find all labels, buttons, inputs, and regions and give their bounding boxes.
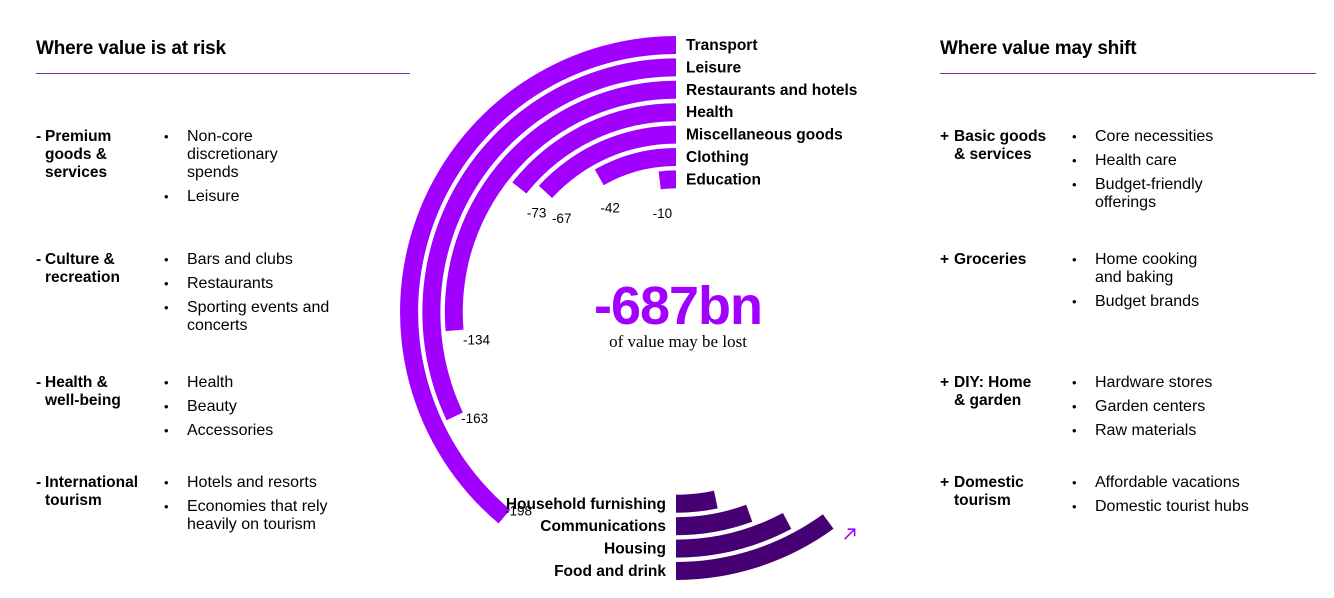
gain-arc-housing [676,513,792,558]
list-item: Accessories [164,422,273,440]
total-subtitle: of value may be lost [609,332,747,351]
group-items: Hotels and resorts Economies that relyhe… [164,474,328,540]
loss-arc-restaurants-and-hotels [444,80,676,332]
category-label: Clothing [686,149,749,166]
data-label: -134 [463,333,491,348]
gain-arc-household-furnishing [676,490,718,513]
loss-arc-education [658,170,676,190]
list-item: Hotels and resorts [164,474,328,492]
data-label: -67 [552,211,572,226]
data-label: -163 [461,411,488,426]
gain-arc-communications [676,504,753,536]
list-item: Bars and clubs [164,251,329,269]
category-label: Leisure [686,59,742,76]
list-item: Budget brands [1072,293,1199,311]
right-panel-divider [940,73,1316,74]
category-label: Transport [686,37,757,54]
category-label: Food and drink [554,563,666,580]
group-label: + Domestic tourism [940,474,1024,509]
list-item: Garden centers [1072,398,1212,416]
list-item: Core necessities [1072,128,1213,146]
group-items: Core necessities Health care Budget-frie… [1072,128,1213,218]
category-label: Health [686,104,733,121]
group-label: - International tourism [36,474,139,509]
list-item: Affordable vacations [1072,474,1249,492]
arrow-up-right-icon [844,528,856,540]
loss-arc-health [512,103,676,194]
group-items: Hardware stores Garden centers Raw mater… [1072,374,1212,446]
loss-arc-leisure [422,58,676,421]
category-label: Communications [540,518,666,535]
list-item: Leisure [164,188,278,206]
group-items: Bars and clubs Restaurants Sporting even… [164,251,329,341]
list-item: Restaurants [164,275,329,293]
total-callout: -687bn of value may be lost [560,277,796,351]
category-label: Household furnishing [506,496,666,513]
list-item: Hardware stores [1072,374,1212,392]
group-label: + Basic goods & services [940,128,1047,163]
loss-arc-clothing [594,148,676,186]
left-panel-divider [36,73,410,74]
data-label: -198 [505,504,532,519]
left-panel-title: Where value is at risk [36,38,226,59]
category-label: Education [686,171,761,188]
data-label: -10 [653,206,673,221]
list-item: Domestic tourist hubs [1072,498,1249,516]
group-items: Health Beauty Accessories [164,374,273,446]
list-item: Beauty [164,398,273,416]
list-item: Health [164,374,273,392]
data-label: -73 [527,206,547,221]
right-panel-title: Where value may shift [940,38,1137,59]
gain-arc-food-and-drink [676,514,834,580]
group-items: Affordable vacations Domestic tourist hu… [1072,474,1249,522]
list-item: Health care [1072,152,1213,170]
group-label: + DIY: Home & garden [940,374,1032,409]
loss-arc-miscellaneous-goods [538,125,676,198]
group-label: - Culture & recreation [36,251,120,286]
group-label: + Groceries [940,251,1027,268]
category-label: Housing [604,541,666,558]
category-label: Miscellaneous goods [686,127,843,144]
group-label: - Health & well-being [36,374,121,409]
data-label: -42 [600,201,620,216]
category-label: Restaurants and hotels [686,82,857,99]
loss-arc-transport [400,36,676,524]
total-value: -687bn [593,276,763,336]
list-item: Raw materials [1072,422,1212,440]
group-label: - Premium goods & services [36,128,112,181]
